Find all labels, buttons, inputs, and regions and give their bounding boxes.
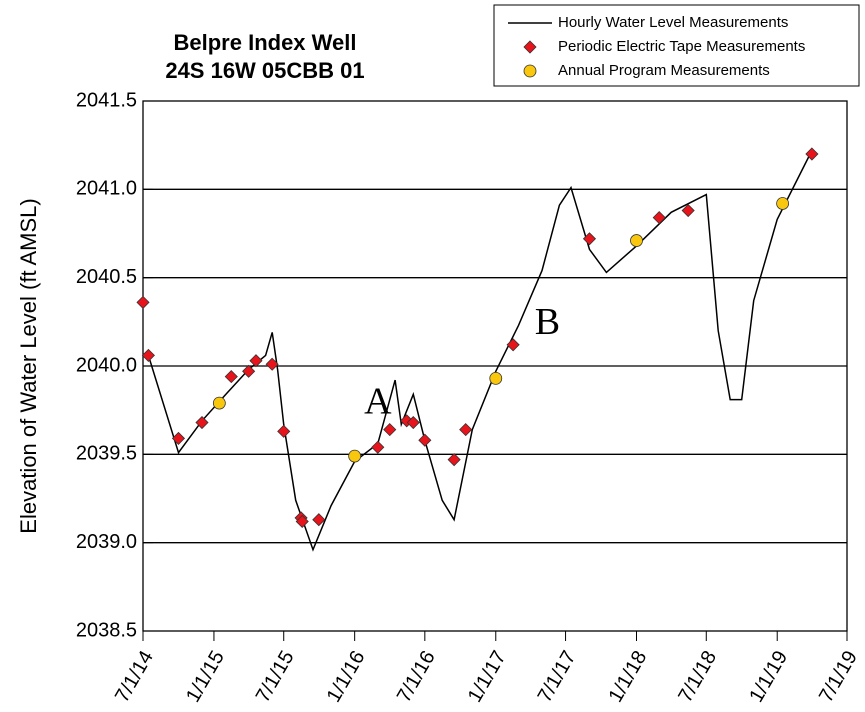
circle-marker bbox=[523, 64, 537, 78]
legend-box bbox=[493, 4, 860, 87]
y-tick-label: 2041.5 bbox=[76, 89, 137, 111]
x-tick-label: 1/1/16 bbox=[323, 647, 370, 706]
diamond-marker bbox=[652, 211, 666, 225]
diamond-marker bbox=[681, 203, 695, 218]
diamond-marker bbox=[242, 364, 256, 378]
x-tick-label: 7/1/18 bbox=[674, 647, 721, 706]
chart-title: Belpre Index Well bbox=[174, 30, 357, 55]
x-tick-label: 1/1/17 bbox=[464, 647, 511, 706]
y-tick-label: 2040.5 bbox=[76, 266, 137, 288]
legend-label: Periodic Electric Tape Measurements bbox=[558, 38, 805, 55]
diamond-marker bbox=[195, 415, 209, 430]
circle-marker bbox=[489, 371, 503, 385]
x-tick-label: 7/1/19 bbox=[815, 647, 862, 706]
diamond-marker bbox=[371, 440, 385, 454]
legend-label: Annual Program Measurements bbox=[558, 62, 770, 79]
diamond-marker bbox=[141, 348, 155, 362]
water-level-line bbox=[147, 150, 813, 552]
diamond-marker bbox=[249, 354, 263, 368]
diamond-marker bbox=[136, 295, 150, 309]
x-tick-label: 7/1/15 bbox=[252, 647, 299, 706]
x-tick-label: 1/1/15 bbox=[182, 647, 229, 706]
x-tick-label: 7/1/16 bbox=[393, 647, 440, 706]
y-tick-label: 2039.5 bbox=[76, 443, 137, 465]
x-tick-label: 7/1/17 bbox=[534, 647, 581, 706]
y-tick-label: 2040.0 bbox=[76, 354, 137, 376]
diamond-marker bbox=[506, 338, 520, 352]
circle-marker bbox=[776, 197, 790, 210]
circle-marker bbox=[630, 234, 643, 247]
diamond-marker bbox=[312, 513, 326, 527]
diamond-marker bbox=[406, 415, 420, 430]
y-tick-label: 2041.0 bbox=[76, 178, 137, 200]
diamond-marker bbox=[418, 433, 432, 447]
annotation: A bbox=[364, 381, 392, 423]
circle-marker bbox=[212, 396, 226, 410]
diamond-marker bbox=[277, 424, 291, 438]
x-tick-label: 7/1/14 bbox=[111, 647, 158, 706]
diamond-marker bbox=[582, 232, 597, 246]
circle-marker bbox=[348, 449, 362, 463]
x-tick-label: 1/1/18 bbox=[605, 647, 652, 706]
y-axis-label: Elevation of Water Level (ft AMSL) bbox=[16, 198, 41, 533]
diamond-marker bbox=[459, 423, 473, 437]
diamond-marker bbox=[171, 431, 186, 445]
diamond-marker bbox=[447, 453, 461, 467]
diamond-marker bbox=[295, 514, 309, 529]
diamond-marker bbox=[523, 40, 537, 54]
diamond-marker bbox=[265, 357, 279, 371]
annotation: B bbox=[535, 301, 560, 343]
y-tick-label: 2039.0 bbox=[76, 531, 137, 553]
x-tick-label: 1/1/19 bbox=[745, 647, 792, 706]
diamond-marker bbox=[805, 147, 819, 161]
legend-label: Hourly Water Level Measurements bbox=[558, 14, 788, 31]
diamond-marker bbox=[224, 370, 238, 384]
plot-frame bbox=[142, 100, 848, 632]
diamond-marker bbox=[383, 423, 397, 437]
y-tick-label: 2038.5 bbox=[76, 619, 137, 641]
chart-subtitle: 24S 16W 05CBB 01 bbox=[165, 58, 364, 83]
